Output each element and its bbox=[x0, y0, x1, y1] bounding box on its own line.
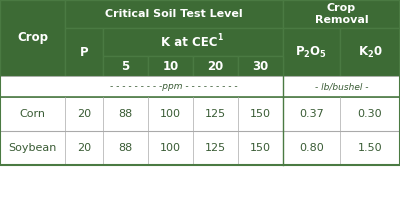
Bar bbox=[103, 28, 283, 56]
Text: $\mathbf{P_2O_5}$: $\mathbf{P_2O_5}$ bbox=[296, 44, 328, 60]
Text: - lb/bushel -: - lb/bushel - bbox=[315, 82, 368, 91]
Bar bbox=[283, 28, 340, 76]
Text: Crop
Removal: Crop Removal bbox=[315, 3, 368, 25]
Bar bbox=[148, 56, 193, 76]
Text: 10: 10 bbox=[162, 60, 179, 72]
Bar bbox=[0, 131, 400, 165]
Text: 88: 88 bbox=[118, 143, 133, 153]
Bar bbox=[0, 97, 400, 131]
Text: 1.50: 1.50 bbox=[358, 143, 382, 153]
Bar bbox=[65, 28, 103, 76]
Text: 0.37: 0.37 bbox=[299, 109, 324, 119]
Text: 30: 30 bbox=[252, 60, 269, 72]
Bar bbox=[193, 56, 238, 76]
Bar bbox=[0, 0, 400, 165]
Bar bbox=[65, 0, 283, 28]
Text: P: P bbox=[80, 46, 88, 58]
Text: 5: 5 bbox=[121, 60, 130, 72]
Bar bbox=[0, 76, 400, 97]
Bar bbox=[103, 56, 148, 76]
Text: $\mathbf{K_20}$: $\mathbf{K_20}$ bbox=[358, 44, 382, 60]
Text: 100: 100 bbox=[160, 109, 181, 119]
Bar bbox=[0, 165, 400, 200]
Bar bbox=[283, 0, 400, 28]
Bar bbox=[0, 0, 400, 76]
Bar bbox=[238, 56, 283, 76]
Text: 125: 125 bbox=[205, 143, 226, 153]
Text: K at CEC: K at CEC bbox=[161, 36, 217, 48]
Text: 150: 150 bbox=[250, 109, 271, 119]
Text: 0.30: 0.30 bbox=[358, 109, 382, 119]
Text: 20: 20 bbox=[207, 60, 224, 72]
Bar bbox=[0, 0, 65, 76]
Text: 100: 100 bbox=[160, 143, 181, 153]
Text: Critical Soil Test Level: Critical Soil Test Level bbox=[105, 9, 243, 19]
Text: 0.80: 0.80 bbox=[299, 143, 324, 153]
Text: 20: 20 bbox=[77, 143, 91, 153]
Text: 20: 20 bbox=[77, 109, 91, 119]
Text: - - - - - - - - -ppm - - - - - - - - -: - - - - - - - - -ppm - - - - - - - - - bbox=[110, 82, 238, 91]
Text: Corn: Corn bbox=[20, 109, 46, 119]
Text: Crop: Crop bbox=[17, 31, 48, 45]
Text: 88: 88 bbox=[118, 109, 133, 119]
Text: 150: 150 bbox=[250, 143, 271, 153]
Text: 1: 1 bbox=[217, 33, 222, 43]
Text: Soybean: Soybean bbox=[8, 143, 57, 153]
Text: 125: 125 bbox=[205, 109, 226, 119]
Bar bbox=[340, 28, 400, 76]
